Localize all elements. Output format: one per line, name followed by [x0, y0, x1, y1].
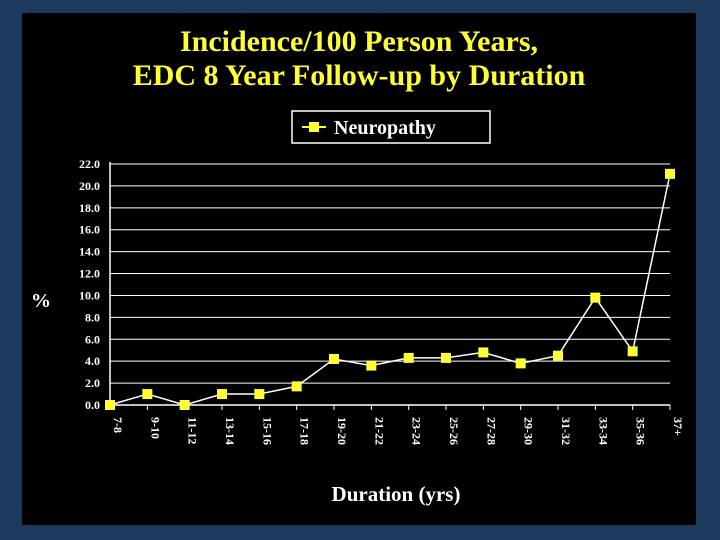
data-point	[105, 400, 115, 410]
grid	[110, 163, 670, 406]
y-tick-label: 20.0	[79, 179, 100, 193]
y-tick-label: 14.0	[79, 245, 100, 259]
legend-marker	[309, 122, 319, 132]
x-tick-label: 17-18	[298, 417, 312, 445]
y-axis-title: %	[31, 290, 51, 312]
x-tick-label: 37+	[671, 417, 685, 436]
data-point	[441, 352, 451, 363]
y-tick-label: 16.0	[79, 223, 100, 237]
x-tick-label: 21-22	[372, 417, 386, 445]
y-tick-label: 18.0	[79, 201, 100, 215]
x-tick-label: 7-8	[111, 417, 125, 433]
y-tick-label: 6.0	[85, 332, 100, 346]
legend-label: Neuropathy	[334, 117, 436, 139]
y-tick-labels: 0.0 2.0 4.0 6.0 8.0 10.0 12.0 14.0 16.0 18.0 20.0 2…	[79, 157, 100, 412]
data-point	[590, 292, 601, 303]
x-tick-label: 23-24	[410, 417, 424, 445]
y-tick-label: 8.0	[85, 310, 100, 324]
data-point	[403, 352, 414, 363]
x-tick-labels: 7-8 9-10 11-12 13-14 15-16 17-18 19-20 21-22 23-…	[111, 417, 685, 445]
data-point	[665, 168, 675, 179]
x-axis-title: Duration (yrs)	[332, 482, 461, 506]
y-tick-label: 0.0	[85, 398, 100, 412]
legend: Neuropathy	[291, 110, 491, 144]
line-chart: Neuropathy % Duration (yrs) 0.0 2.0 4.0 6.0…	[31, 110, 685, 506]
x-tick-label: 13-14	[223, 417, 237, 445]
data-point	[179, 400, 190, 410]
data-point	[627, 346, 638, 357]
series-neuropathy	[105, 168, 675, 410]
data-point	[329, 353, 339, 364]
x-tick-label: 9-10	[148, 417, 162, 439]
data-point	[291, 381, 302, 392]
y-tick-label: 22.0	[79, 157, 100, 171]
chart-title-line-2: EDC 8 Year Follow-up by Duration	[132, 59, 586, 92]
y-tick-label: 2.0	[85, 376, 100, 390]
data-point	[553, 350, 563, 361]
x-tick-label: 19-20	[335, 417, 349, 445]
x-tick-label: 29-30	[522, 417, 536, 445]
y-tick-label: 4.0	[85, 354, 100, 368]
axes	[109, 162, 671, 410]
slide: Incidence/100 Person Years, EDC 8 Year F…	[22, 13, 696, 525]
data-point	[254, 389, 265, 400]
data-point	[366, 360, 377, 371]
x-tick-label: 35-36	[634, 417, 648, 445]
chart-title-line-1: Incidence/100 Person Years,	[179, 25, 538, 58]
x-tick-label: 15-16	[260, 417, 274, 445]
data-point	[142, 389, 153, 400]
x-tick-label: 11-12	[186, 417, 200, 444]
x-tick-label: 31-32	[559, 417, 573, 445]
x-tick-label: 27-28	[484, 417, 498, 445]
y-tick-label: 10.0	[79, 288, 100, 302]
data-point	[478, 347, 489, 358]
x-tick-label: 25-26	[447, 417, 461, 445]
data-point	[515, 358, 526, 369]
data-point	[217, 389, 227, 400]
x-tick-label: 33-34	[596, 417, 610, 445]
series-line	[109, 173, 671, 406]
y-tick-label: 12.0	[79, 267, 100, 281]
